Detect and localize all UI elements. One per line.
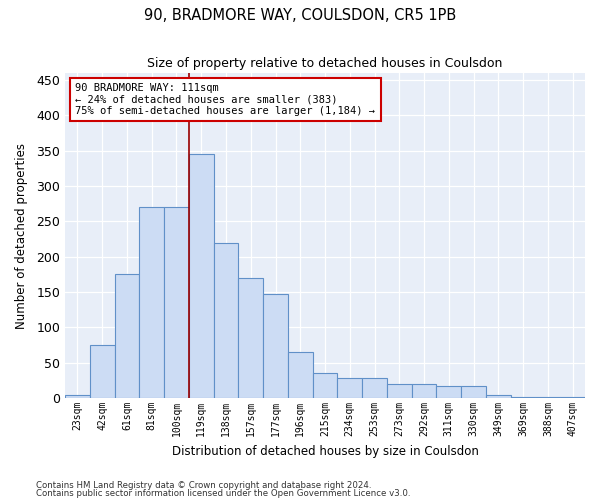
Bar <box>412 384 436 398</box>
Text: 90, BRADMORE WAY, COULSDON, CR5 1PB: 90, BRADMORE WAY, COULSDON, CR5 1PB <box>144 8 456 22</box>
Text: Contains public sector information licensed under the Open Government Licence v3: Contains public sector information licen… <box>36 489 410 498</box>
Bar <box>362 378 387 398</box>
Bar <box>214 242 238 398</box>
Text: Contains HM Land Registry data © Crown copyright and database right 2024.: Contains HM Land Registry data © Crown c… <box>36 480 371 490</box>
Bar <box>461 386 486 398</box>
X-axis label: Distribution of detached houses by size in Coulsdon: Distribution of detached houses by size … <box>172 444 478 458</box>
Bar <box>560 396 585 398</box>
Bar <box>65 394 90 398</box>
Bar <box>436 386 461 398</box>
Bar <box>238 278 263 398</box>
Bar <box>535 396 560 398</box>
Title: Size of property relative to detached houses in Coulsdon: Size of property relative to detached ho… <box>148 58 503 70</box>
Bar <box>189 154 214 398</box>
Bar <box>139 208 164 398</box>
Bar <box>90 345 115 398</box>
Bar <box>164 208 189 398</box>
Bar <box>486 394 511 398</box>
Bar <box>263 294 288 398</box>
Bar <box>288 352 313 398</box>
Bar <box>387 384 412 398</box>
Text: 90 BRADMORE WAY: 111sqm
← 24% of detached houses are smaller (383)
75% of semi-d: 90 BRADMORE WAY: 111sqm ← 24% of detache… <box>76 83 376 116</box>
Bar <box>337 378 362 398</box>
Bar <box>511 396 535 398</box>
Bar <box>313 374 337 398</box>
Y-axis label: Number of detached properties: Number of detached properties <box>15 142 28 328</box>
Bar <box>115 274 139 398</box>
